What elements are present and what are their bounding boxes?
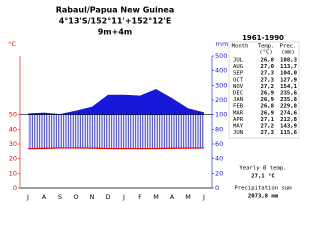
annual-label: Precipitation sum xyxy=(234,186,292,192)
table-header: Temp. xyxy=(258,44,275,50)
table-header: Month xyxy=(232,44,249,50)
y2-tick-label: 300 xyxy=(215,81,227,89)
page: Rabaul/Papua New Guinea 4°13'S/152°11'+1… xyxy=(8,5,300,201)
table-month: DEC xyxy=(233,91,243,97)
table-month: APR xyxy=(233,117,244,123)
table-temp: 27,3 xyxy=(261,77,274,83)
table-month: NOV xyxy=(233,84,244,90)
table-temp: 26,9 xyxy=(261,91,275,97)
chart-subtitle: 4°13'S/152°11'+152°12'E xyxy=(59,17,172,26)
table-prec: 113,7 xyxy=(280,64,297,70)
y2-tick-label: 500 xyxy=(215,52,227,60)
table-month: JAN xyxy=(233,97,243,103)
table-header: (mm) xyxy=(281,50,294,56)
table-header: Prec. xyxy=(280,44,297,50)
table-prec: 235,8 xyxy=(280,97,297,103)
table-month: JUN xyxy=(233,130,243,136)
chart: Rabaul/Papua New Guinea 4°13'S/152°11'+1… xyxy=(8,6,300,201)
y2-axis-label: mm xyxy=(216,40,229,48)
chart-title: Rabaul/Papua New Guinea xyxy=(56,6,175,15)
x-tick-label: A xyxy=(170,193,175,201)
table-temp: 27,3 xyxy=(261,71,274,77)
table-header: (°C) xyxy=(259,50,272,56)
table-temp: 26,9 xyxy=(261,110,275,116)
table-prec: 229,8 xyxy=(280,104,297,110)
humid-hatch xyxy=(28,114,204,149)
table-month: MAY xyxy=(233,124,244,130)
annual-value: 27,1 °C xyxy=(251,174,275,180)
y2-tick-label: 0 xyxy=(215,184,219,192)
y-tick-label: 30 xyxy=(9,140,17,148)
table-temp: 26,9 xyxy=(261,97,275,103)
x-tick-label: N xyxy=(90,193,95,201)
table-month: OCT xyxy=(233,77,244,83)
x-tick-label: F xyxy=(138,193,142,201)
table-temp: 27,3 xyxy=(261,130,274,136)
x-tick-label: J xyxy=(122,193,125,201)
table-prec: 154,1 xyxy=(280,84,297,90)
table-prec: 274,6 xyxy=(280,110,297,116)
period: 1961-1990 xyxy=(242,34,284,42)
y2-tick-label: 40 xyxy=(215,155,223,163)
table-month: MAR xyxy=(233,110,244,116)
table-month: FEB xyxy=(233,104,244,110)
y2-tick-label: 20 xyxy=(215,169,223,177)
temperature-line xyxy=(27,147,205,150)
y2-tick-label: 80 xyxy=(215,125,223,133)
x-tick-label: O xyxy=(73,193,78,201)
x-tick-label: S xyxy=(58,193,62,201)
y2-tick-label: 400 xyxy=(215,67,227,75)
annual-label: Yearly Ø temp. xyxy=(239,165,286,172)
y-axis-label: °C xyxy=(8,40,16,48)
y-tick-label: 10 xyxy=(9,169,17,177)
x-tick-label: M xyxy=(153,193,159,201)
annual-value: 2073,8 mm xyxy=(248,194,279,200)
x-tick-label: J xyxy=(202,193,205,201)
y-tick-label: 40 xyxy=(9,125,17,133)
table-temp: 26,8 xyxy=(261,58,275,64)
table-month: JUL xyxy=(233,58,244,64)
table-temp: 26,8 xyxy=(261,104,275,110)
y-tick-label: 20 xyxy=(9,155,17,163)
y-tick-label: 0 xyxy=(13,184,17,192)
table-prec: 104,0 xyxy=(280,71,297,77)
x-tick-label: D xyxy=(105,193,110,201)
x-tick-label: J xyxy=(26,193,29,201)
y-tick-label: 50 xyxy=(9,111,17,119)
y2-tick-label: 60 xyxy=(215,140,223,148)
table-temp: 27,0 xyxy=(261,64,275,70)
table-month: AUG xyxy=(233,64,244,70)
elevation: 9m+4m xyxy=(98,28,133,37)
table-prec: 108,3 xyxy=(280,58,297,64)
table-prec: 235,6 xyxy=(280,91,297,97)
table-prec: 212,8 xyxy=(280,117,297,123)
x-tick-label: M xyxy=(185,193,191,201)
table-frame xyxy=(228,41,300,139)
precipitation-area xyxy=(28,89,204,115)
x-tick-label: A xyxy=(42,193,47,201)
table-temp: 27,1 xyxy=(261,117,275,123)
y2-tick-label: 100 xyxy=(215,111,227,119)
table-month: SEP xyxy=(233,71,244,77)
table-temp: 27,2 xyxy=(261,84,274,90)
table-prec: 127,9 xyxy=(280,77,297,83)
table-temp: 27,2 xyxy=(261,124,274,130)
table-prec: 143,9 xyxy=(280,124,297,130)
y2-tick-label: 200 xyxy=(215,96,227,104)
table-prec: 115,6 xyxy=(280,130,297,136)
